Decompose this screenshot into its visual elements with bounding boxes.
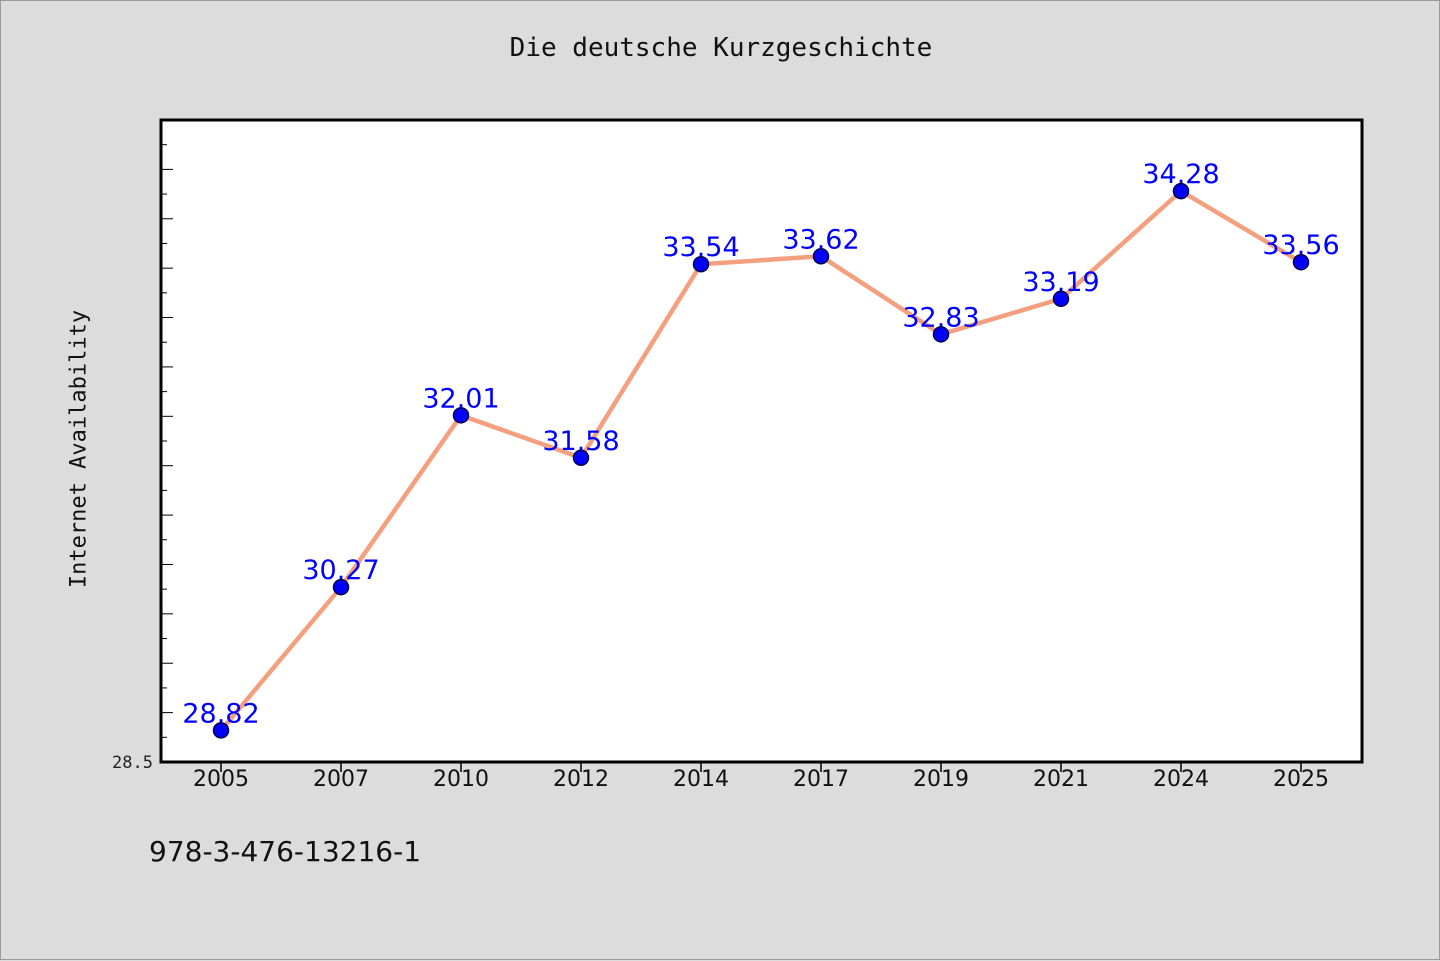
data-label: 28.82 bbox=[182, 698, 259, 729]
x-tick-label: 2005 bbox=[193, 767, 249, 792]
x-tick-label: 2010 bbox=[433, 767, 489, 792]
x-tick-label: 2017 bbox=[793, 767, 849, 792]
data-point bbox=[932, 326, 950, 343]
series-line bbox=[218, 188, 1304, 733]
x-tick-label: 2021 bbox=[1033, 767, 1089, 792]
x-tick-label: 2012 bbox=[553, 767, 609, 792]
data-label: 32.01 bbox=[422, 383, 499, 414]
data-point bbox=[452, 407, 470, 424]
x-tick-label: 2025 bbox=[1273, 767, 1329, 792]
data-point bbox=[572, 449, 590, 467]
data-label: 33.56 bbox=[1262, 230, 1339, 261]
data-point bbox=[1292, 253, 1310, 271]
data-label: 31.58 bbox=[542, 426, 619, 457]
x-axis-ticks: 2005 2007 2010 2012 2014 2017 2019 2021 2024 2025 bbox=[193, 762, 1329, 792]
plot-area bbox=[159, 118, 1364, 764]
y-axis-ticks: 28.5 bbox=[112, 119, 173, 773]
data-label: 33.62 bbox=[782, 224, 859, 255]
data-point bbox=[1052, 290, 1070, 308]
y-tick-label: 28.5 bbox=[112, 753, 153, 773]
footer-code: 978-3-476-13216-1 bbox=[149, 835, 422, 868]
data-label: 34.28 bbox=[1142, 159, 1219, 190]
data-point bbox=[692, 255, 710, 273]
data-point bbox=[332, 578, 350, 596]
chart-title: Die deutsche Kurzgeschichte bbox=[509, 33, 933, 63]
data-point bbox=[212, 722, 230, 739]
x-tick-label: 2014 bbox=[673, 767, 729, 792]
data-label: 33.19 bbox=[1022, 267, 1099, 298]
x-tick-label: 2019 bbox=[913, 767, 969, 792]
data-point bbox=[1172, 182, 1190, 200]
data-label: 33.54 bbox=[662, 232, 739, 263]
data-point bbox=[812, 248, 830, 265]
data-label: 32.83 bbox=[902, 302, 979, 333]
data-label: 30.27 bbox=[302, 555, 379, 586]
x-tick-label: 2007 bbox=[313, 767, 369, 792]
x-tick-label: 2024 bbox=[1153, 767, 1209, 792]
series-layer: 28.82 30.27 32.01 31.58 33.54 33.62 32.83 33.19… bbox=[182, 159, 1340, 739]
